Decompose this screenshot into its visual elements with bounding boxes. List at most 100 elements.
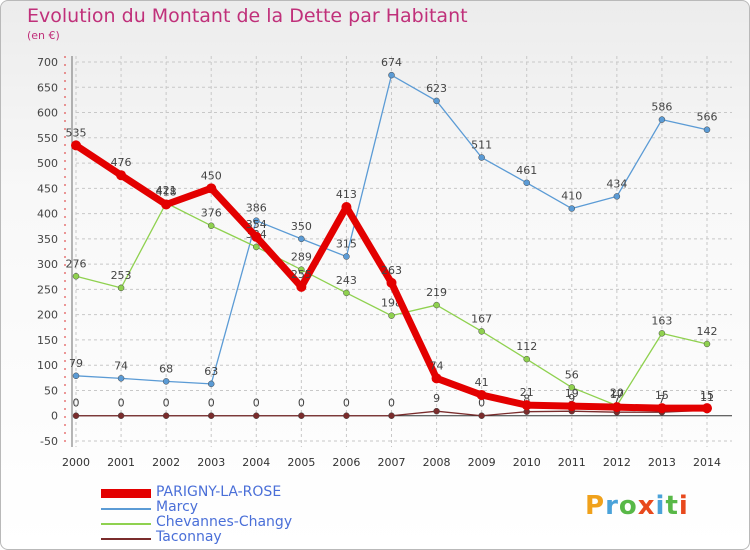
- data-label: 7: [658, 393, 665, 406]
- data-point: [478, 412, 485, 419]
- data-label: 142: [697, 325, 718, 338]
- data-label: 674: [381, 56, 402, 69]
- data-point: [207, 222, 215, 229]
- data-label: 243: [336, 274, 357, 287]
- data-label: 19: [565, 387, 579, 400]
- data-point: [658, 116, 666, 123]
- data-label: 263: [381, 264, 402, 277]
- y-tick-label: 100: [37, 359, 58, 372]
- data-label: 350: [291, 220, 312, 233]
- data-point: [253, 217, 260, 224]
- y-tick-label: 300: [37, 258, 58, 271]
- x-tick-label: 2004: [242, 456, 270, 469]
- x-tick-label: 2010: [513, 456, 541, 469]
- data-point: [162, 378, 170, 385]
- data-point: [521, 400, 532, 411]
- legend-label: Taconnay: [156, 529, 222, 545]
- data-label: 354: [246, 218, 267, 231]
- data-label: 20: [610, 387, 624, 400]
- x-tick-label: 2005: [287, 456, 315, 469]
- legend-swatch: [101, 523, 151, 525]
- data-point: [523, 179, 530, 187]
- series-line: [75, 74, 708, 385]
- y-tick-label: 400: [37, 208, 58, 221]
- data-label: 0: [73, 397, 80, 410]
- data-point: [206, 183, 217, 194]
- y-tick-label: 550: [37, 132, 58, 145]
- x-tick-label: 2014: [693, 456, 721, 469]
- x-tick-label: 2007: [378, 456, 406, 469]
- y-tick-label: 150: [37, 334, 58, 347]
- data-point: [523, 355, 530, 363]
- data-label: 476: [111, 156, 132, 169]
- data-label: 163: [651, 314, 672, 327]
- data-label: 276: [66, 257, 87, 270]
- data-point: [251, 231, 262, 242]
- data-label: 386: [246, 202, 267, 215]
- chart-subtitle: (en €): [27, 29, 60, 42]
- data-point: [478, 154, 485, 161]
- data-label: 74: [114, 359, 128, 372]
- x-tick-label: 2000: [62, 456, 90, 469]
- data-label: 421: [156, 184, 177, 197]
- data-label: 21: [520, 386, 534, 399]
- data-point: [431, 373, 442, 384]
- data-label: 68: [159, 362, 173, 375]
- data-label: 535: [66, 126, 87, 139]
- data-point: [298, 266, 305, 273]
- data-label: 112: [516, 340, 537, 353]
- data-point: [71, 140, 81, 151]
- data-point: [343, 289, 350, 297]
- legend-swatch: [101, 538, 151, 540]
- data-point: [478, 328, 485, 335]
- data-label: 410: [561, 190, 582, 203]
- y-tick-label: 0: [51, 410, 58, 423]
- data-point: [388, 412, 395, 419]
- data-point: [296, 281, 307, 292]
- legend-label: Chevannes-Changy: [156, 514, 293, 530]
- x-tick-label: 2013: [648, 456, 676, 469]
- x-tick-label: 2006: [332, 456, 360, 469]
- data-label: 74: [430, 359, 444, 372]
- data-point: [162, 412, 170, 419]
- data-label: 0: [343, 397, 350, 410]
- data-point: [566, 401, 577, 412]
- data-label: 418: [156, 186, 177, 199]
- data-point: [207, 412, 215, 419]
- data-label: 8: [523, 393, 530, 406]
- data-point: [386, 277, 397, 288]
- data-label: 255: [291, 268, 312, 281]
- x-tick-label: 2003: [197, 456, 225, 469]
- y-tick-label: 200: [37, 309, 58, 322]
- data-point: [117, 284, 125, 292]
- legend-swatch: [101, 489, 151, 498]
- data-point: [253, 412, 260, 419]
- data-point: [568, 384, 576, 391]
- data-label: 0: [388, 397, 395, 410]
- y-tick-label: 700: [37, 56, 58, 69]
- data-label: 315: [336, 238, 357, 251]
- x-tick-label: 2002: [152, 456, 180, 469]
- data-label: 586: [651, 101, 672, 114]
- data-label: 15: [700, 389, 714, 402]
- data-point: [388, 312, 395, 319]
- data-point: [433, 97, 440, 105]
- data-point: [72, 412, 80, 419]
- data-label: 11: [700, 391, 714, 404]
- data-label: 450: [201, 169, 222, 182]
- data-point: [72, 372, 80, 380]
- data-label: 17: [610, 388, 624, 401]
- data-point: [702, 403, 712, 414]
- data-point: [611, 402, 622, 413]
- data-point: [613, 193, 621, 200]
- data-point: [433, 407, 440, 415]
- data-point: [298, 235, 305, 243]
- data-label: 56: [565, 368, 579, 381]
- data-label: 0: [208, 397, 215, 410]
- data-label: 0: [298, 397, 305, 410]
- data-point: [207, 380, 215, 388]
- y-tick-label: 500: [37, 157, 58, 170]
- y-tick-label: 350: [37, 233, 58, 246]
- data-point: [433, 301, 440, 309]
- y-tick-label: 250: [37, 283, 58, 296]
